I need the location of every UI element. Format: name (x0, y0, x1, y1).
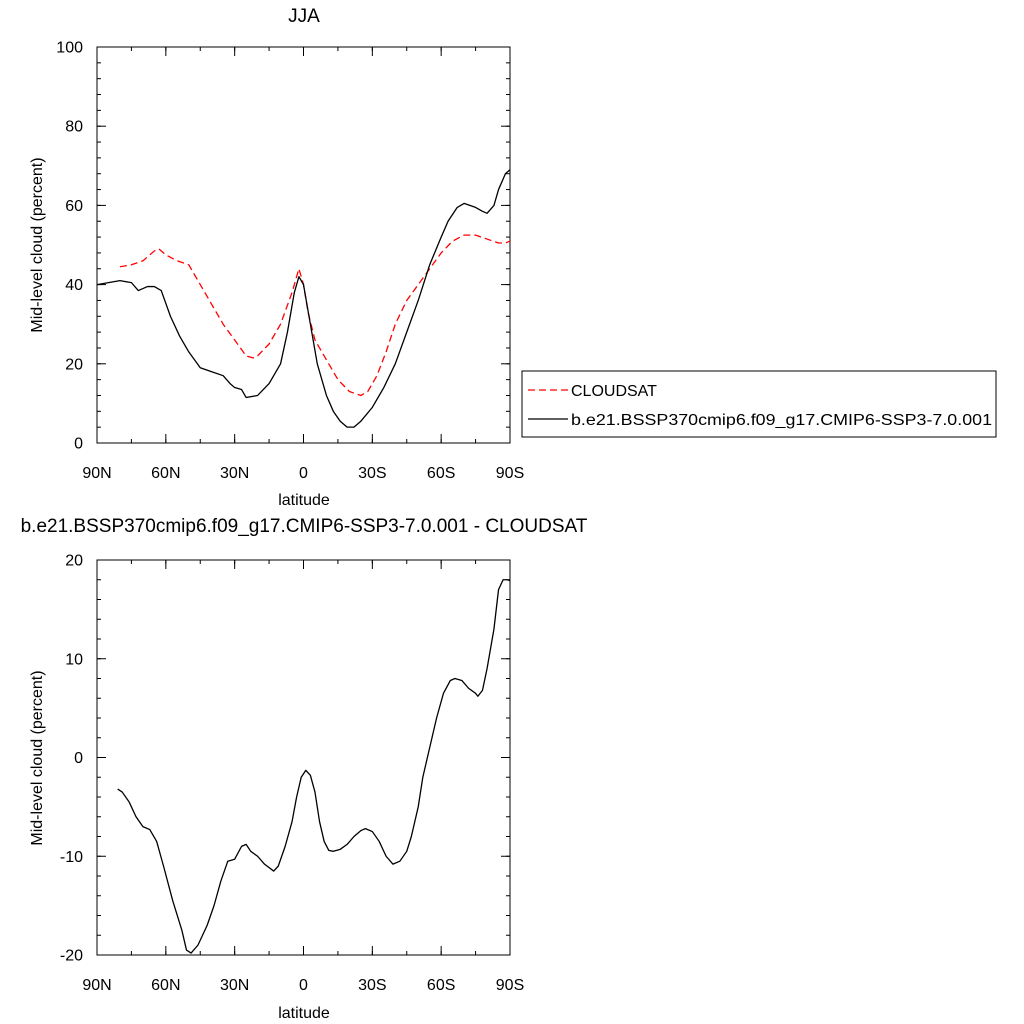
bottom-y-tick-label: -10 (60, 849, 83, 866)
bottom-y-tick-label: 10 (65, 651, 83, 668)
top-plot-area: 0 20 40 60 80 100 90N 60N 30N 0 30S 60S 90S (56, 40, 524, 483)
top-x-axis-title: latitude (278, 492, 330, 509)
top-series-line-cloudsat (119, 234, 510, 397)
top-y-tick-label: 60 (65, 198, 83, 215)
top-x-tick-label: 30N (220, 465, 249, 482)
bottom-y-tick-label: -20 (60, 948, 83, 965)
top-y-tick-label: 80 (65, 119, 83, 136)
top-chart: JJA 0 20 40 60 80 100 90N 60N 30N 0 30S 60S 90S lati… (29, 6, 524, 509)
legend-label-model: b.e21.BSSP370cmip6.f09_g17.CMIP6-SSP3-7.… (571, 412, 992, 429)
bottom-chart-title: b.e21.BSSP370cmip6.f09_g17.CMIP6-SSP3-7.… (21, 516, 588, 537)
top-x-tick-label: 60S (427, 465, 455, 482)
bottom-series-line-difference (117, 579, 510, 954)
bottom-y-axis-title: Mid-level cloud (percent) (29, 670, 46, 845)
bottom-x-tick-label: 30N (220, 977, 249, 994)
bottom-y-tick-label: 20 (65, 553, 83, 570)
top-chart-title: JJA (288, 6, 320, 27)
top-x-tick-label: 30S (358, 465, 386, 482)
bottom-x-tick-label: 0 (299, 977, 308, 994)
bottom-x-tick-label: 90S (496, 977, 524, 994)
legend-box (521, 370, 997, 438)
legend: CLOUDSAT b.e21.BSSP370cmip6.f09_g17.CMIP… (521, 370, 997, 438)
top-y-tick-label: 20 (65, 356, 83, 373)
bottom-plot-frame (96, 559, 511, 956)
top-x-tick-label: 0 (299, 465, 308, 482)
top-x-tick-label: 90S (496, 465, 524, 482)
bottom-x-tick-label: 90N (82, 977, 111, 994)
top-x-tick-label: 90N (82, 465, 111, 482)
bottom-x-tick-label: 60S (427, 977, 455, 994)
top-y-tick-label: 100 (56, 40, 83, 57)
top-y-tick-label: 40 (65, 277, 83, 294)
top-x-tick-label: 60N (151, 465, 180, 482)
top-series-line-b-e21-bssp370cmip6-f (97, 169, 510, 428)
bottom-x-axis-title: latitude (278, 1005, 330, 1022)
bottom-chart: b.e21.BSSP370cmip6.f09_g17.CMIP6-SSP3-7.… (21, 516, 588, 1022)
top-y-axis-title: Mid-level cloud (percent) (29, 157, 46, 332)
bottom-y-tick-label: 0 (74, 750, 83, 767)
legend-label-cloudsat: CLOUDSAT (571, 383, 657, 400)
bottom-plot-area: -20 -10 0 10 20 90N 60N 30N 0 30S 60S 90S (60, 553, 524, 995)
bottom-x-tick-label: 60N (151, 977, 180, 994)
top-y-tick-label: 0 (74, 436, 83, 453)
bottom-x-tick-label: 30S (358, 977, 386, 994)
